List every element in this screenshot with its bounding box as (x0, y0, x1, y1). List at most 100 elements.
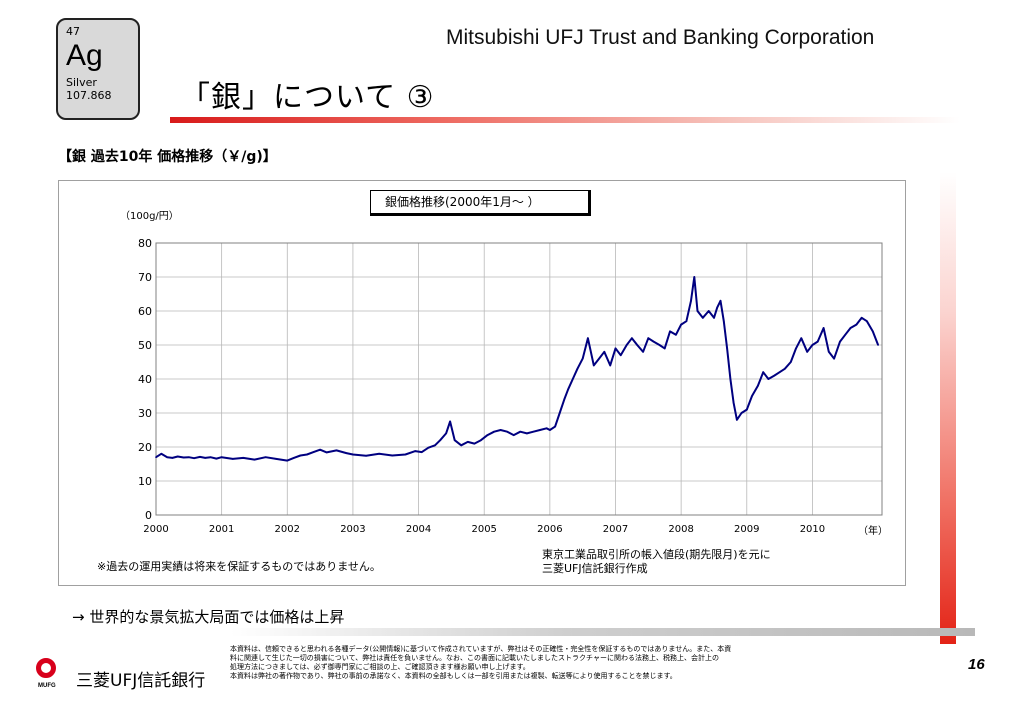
bank-name: 三菱UFJ信託銀行 (76, 671, 206, 691)
data-point (866, 320, 868, 322)
y-tick-label: 50 (138, 339, 152, 352)
data-point (365, 455, 367, 457)
footer-divider-bar (230, 628, 975, 636)
x-axis-unit-label: （年） (858, 524, 888, 537)
data-point (188, 456, 190, 459)
data-point (732, 402, 735, 404)
y-tick-label: 20 (138, 441, 152, 454)
data-point (872, 330, 874, 333)
data-point (480, 439, 482, 442)
data-point (232, 458, 234, 460)
data-point (603, 351, 606, 353)
data-point (795, 347, 797, 350)
x-tick-label: 2006 (537, 524, 562, 535)
y-tick-labels: 0 10 20 30 40 50 60 70 80 (138, 237, 152, 522)
y-tick-label: 10 (138, 475, 152, 488)
data-point (526, 432, 528, 435)
data-point (806, 351, 808, 353)
data-point (855, 323, 858, 326)
data-point (460, 444, 463, 447)
data-point (486, 434, 489, 436)
data-point (849, 327, 852, 329)
data-point (576, 368, 579, 370)
data-point (519, 430, 522, 433)
silver-price-line (155, 276, 880, 462)
plot-area-frame (155, 242, 883, 516)
right-accent-bar (940, 172, 956, 644)
data-point (506, 430, 509, 433)
data-point (345, 452, 348, 454)
x-tick-label: 2010 (800, 524, 825, 535)
y-tick-label: 30 (138, 407, 152, 420)
atomic-weight: 107.868 (66, 89, 112, 102)
data-point (286, 459, 289, 462)
data-point (860, 317, 863, 319)
data-point (690, 300, 692, 302)
chart-panel (58, 180, 906, 586)
data-point (199, 456, 201, 458)
data-point (822, 327, 825, 329)
data-point (493, 430, 495, 433)
data-point (549, 429, 551, 431)
data-point (642, 351, 644, 353)
data-point (675, 334, 677, 336)
data-point (434, 444, 436, 447)
data-point (319, 448, 321, 451)
data-point (155, 456, 157, 459)
legal-line-1: 本資料は、信頼できると思われる各種データ(公開情報)に基づいて作成されていますが… (230, 645, 732, 653)
element-symbol: Ag (66, 39, 103, 72)
data-point (467, 441, 469, 443)
data-point (839, 340, 841, 343)
data-point (696, 310, 699, 312)
data-point (312, 451, 315, 453)
data-point (647, 337, 650, 339)
data-point (811, 344, 814, 346)
data-point (209, 456, 212, 459)
data-point (625, 344, 628, 346)
y-tick-label: 70 (138, 271, 152, 284)
performance-disclaimer: ※過去の運用実績は将来を保証するものではありません。 (97, 560, 381, 573)
data-point (449, 420, 451, 423)
data-point (421, 451, 423, 453)
data-point (877, 344, 879, 346)
data-point (816, 340, 819, 343)
data-point (723, 320, 725, 322)
data-point (800, 337, 803, 339)
data-point (352, 453, 354, 456)
chart-gridlines (156, 243, 882, 515)
legal-line-2: 料に関連して生じた一切の損害について、弊社は責任を負いません。なお、この書面に記… (230, 654, 719, 662)
data-point (609, 364, 611, 367)
data-point (619, 354, 622, 356)
page-title: 「銀」について ③ (180, 80, 435, 115)
chart-title-box: 銀価格推移(2000年1月～ ） (370, 190, 591, 216)
data-point (335, 449, 338, 452)
data-point (215, 457, 218, 460)
section-heading: 【銀 過去10年 価格推移（￥/g)】 (58, 149, 277, 165)
data-point (378, 453, 381, 455)
data-point (669, 330, 671, 333)
data-point (427, 446, 430, 449)
data-point (726, 347, 728, 350)
data-point (581, 357, 584, 360)
data-point (391, 454, 394, 457)
data-point (193, 457, 195, 460)
data-point (719, 300, 722, 302)
data-point (636, 344, 638, 346)
data-point (833, 357, 835, 360)
data-point (693, 276, 696, 278)
legal-line-4: 本資料は弊社の著作物であり、弊社の事前の承諾なく、本資料の全部もしくは一部を引用… (230, 672, 677, 680)
data-point (499, 429, 502, 431)
data-point (757, 385, 759, 387)
data-point (828, 351, 830, 353)
x-tick-label: 2002 (275, 524, 300, 535)
data-point (736, 419, 738, 421)
mufg-mark-icon (36, 658, 56, 678)
y-tick-label: 60 (138, 305, 152, 318)
data-point (445, 432, 447, 435)
y-tick-label: 40 (138, 373, 152, 386)
x-tick-label: 2007 (603, 524, 628, 535)
data-point (680, 323, 682, 326)
data-point (707, 310, 710, 312)
data-point (773, 374, 776, 377)
data-point (512, 434, 515, 436)
